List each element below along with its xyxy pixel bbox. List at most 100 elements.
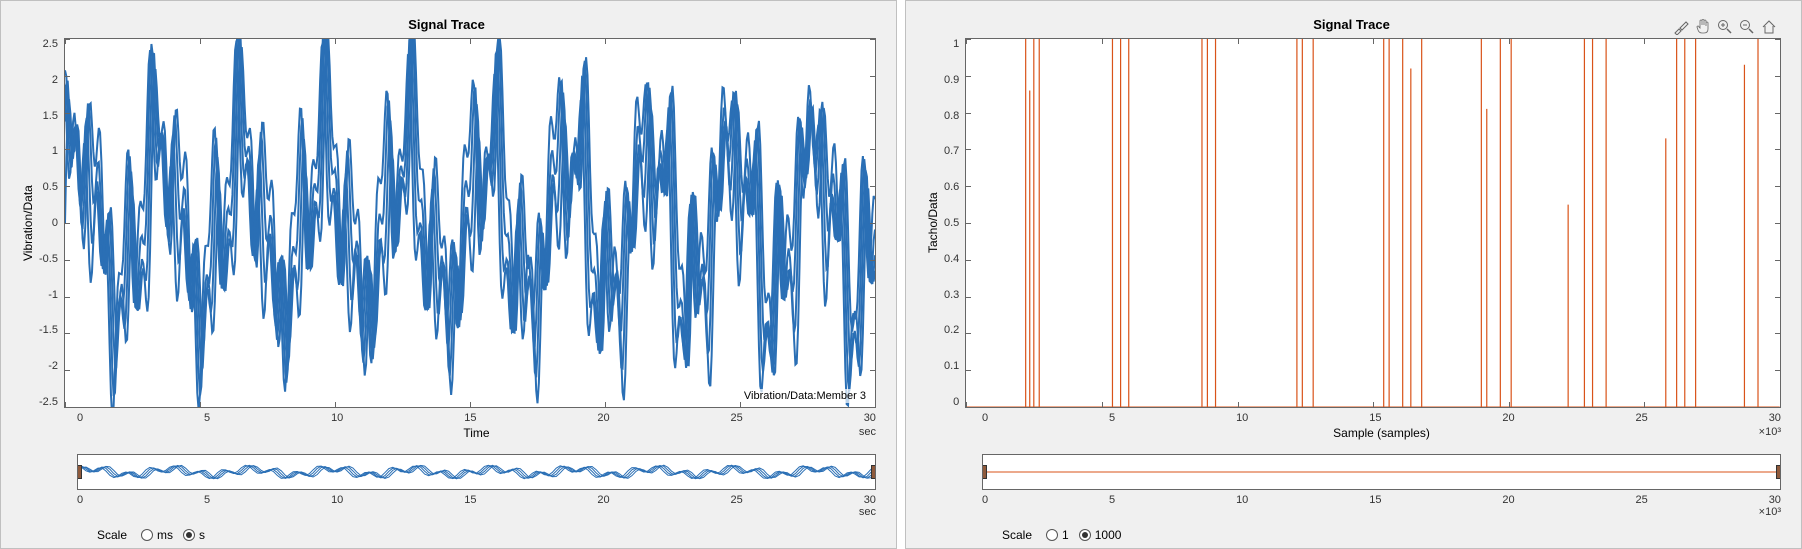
tick-label: 10 — [1236, 412, 1248, 424]
tick-label: 5 — [1109, 494, 1115, 506]
radio-label: s — [199, 528, 205, 542]
tick-label: 5 — [204, 412, 210, 424]
tick-label: -2.5 — [39, 396, 58, 408]
overview-plot[interactable] — [982, 454, 1781, 490]
right-panel: Signal Trace Tacho/Data 10.90.80.70.60.5… — [905, 0, 1802, 549]
overview-x-ticks: 0 5 10 15 20 25 30 — [77, 490, 876, 506]
scale-label: Scale — [1002, 528, 1032, 542]
overview-svg — [983, 455, 1780, 489]
y-axis-ticks: 2.521.510.50-0.5-1-1.5-2-2.5 — [39, 38, 64, 408]
scale-option-s[interactable]: s — [183, 528, 205, 542]
range-handle-right[interactable] — [1776, 465, 1781, 479]
tick-label: 20 — [597, 494, 609, 506]
radio-label: ms — [157, 528, 173, 542]
scale-option-1000[interactable]: 1000 — [1079, 528, 1122, 542]
series-annotation: Vibration/Data:Member 3 — [741, 389, 869, 403]
overview-plot[interactable] — [77, 454, 876, 490]
tick-label: 15 — [1369, 412, 1381, 424]
pan-icon[interactable] — [1695, 19, 1711, 35]
tick-label: -2 — [39, 360, 58, 372]
x-axis-label: Time sec — [77, 426, 876, 440]
tick-label: 0.8 — [944, 110, 959, 122]
tick-label: 0 — [944, 396, 959, 408]
overview-x-unit: sec — [77, 506, 876, 518]
tick-label: 25 — [731, 494, 743, 506]
line-chart-svg — [65, 39, 875, 407]
radio-label: 1 — [1062, 528, 1069, 542]
tick-label: 0.1 — [944, 360, 959, 372]
x-axis-ticks: 051015202530 — [982, 408, 1781, 424]
radio-label: 1000 — [1095, 528, 1122, 542]
scale-radio-group: 1 1000 — [1046, 528, 1121, 542]
scale-control: Scale ms s — [97, 528, 876, 542]
scale-option-1[interactable]: 1 — [1046, 528, 1069, 542]
y-axis-label: Tacho/Data — [922, 38, 944, 408]
plot-area[interactable]: Vibration/Data:Member 3 — [64, 38, 876, 408]
scale-radio-group: ms s — [141, 528, 205, 542]
tick-label: 0.9 — [944, 74, 959, 86]
tick-label: 10 — [331, 412, 343, 424]
y-axis-label: Vibration/Data — [17, 38, 39, 408]
overview-x-ticks: 0 5 10 15 20 25 30 — [982, 490, 1781, 506]
chart-area: Tacho/Data 1 0.9 0.8 0.7 0.6 0.5 0.4 0.3 0.2 0.1 0 — [922, 38, 1781, 408]
y-axis-ticks: 1 0.9 0.8 0.7 0.6 0.5 0.4 0.3 0.2 0.1 0 — [944, 38, 965, 408]
tick-label: 10 — [331, 494, 343, 506]
tick-label: 30 — [864, 412, 876, 424]
overview-panel: 0 5 10 15 20 25 30 ×10³ — [982, 454, 1781, 518]
tick-label: 1.5 — [39, 110, 58, 122]
tick-label: 25 — [1636, 494, 1648, 506]
tick-label: 1 — [39, 145, 58, 157]
x-axis-unit: ×10³ — [1759, 426, 1781, 438]
tick-label: 0.6 — [944, 181, 959, 193]
tick-label: 30 — [864, 494, 876, 506]
tick-label: -0.5 — [39, 253, 58, 265]
figure-toolbar — [1673, 19, 1777, 35]
overview-x-unit: ×10³ — [982, 506, 1781, 518]
tick-label: 5 — [204, 494, 210, 506]
plot-area[interactable] — [965, 38, 1781, 408]
tick-label: 0 — [77, 412, 83, 424]
tick-label: 1 — [944, 38, 959, 50]
left-panel: Signal Trace Vibration/Data 2.521.510.50… — [0, 0, 897, 549]
chart-title: Signal Trace — [17, 17, 876, 32]
home-icon[interactable] — [1761, 19, 1777, 35]
range-handle-left[interactable] — [77, 465, 82, 479]
x-axis-unit: sec — [859, 426, 876, 438]
tick-label: 0 — [77, 494, 83, 506]
tick-label: 25 — [731, 412, 743, 424]
tick-label: 0.3 — [944, 289, 959, 301]
zoom-out-icon[interactable] — [1739, 19, 1755, 35]
range-handle-left[interactable] — [982, 465, 987, 479]
tick-label: 20 — [1502, 494, 1514, 506]
tick-label: 0 — [982, 494, 988, 506]
tick-label: 2.5 — [39, 38, 58, 50]
x-axis-ticks: 0 5 10 15 20 25 30 — [77, 408, 876, 424]
tick-label: 0.5 — [944, 217, 959, 229]
tick-label: 15 — [464, 494, 476, 506]
impulse-chart-svg — [966, 39, 1780, 407]
scale-control: Scale 1 1000 — [1002, 528, 1781, 542]
tick-label: 0 — [39, 217, 58, 229]
tick-label: 25 — [1636, 412, 1648, 424]
tick-label: 0.2 — [944, 324, 959, 336]
range-handle-right[interactable] — [871, 465, 876, 479]
tick-label: 30 — [1769, 494, 1781, 506]
tick-label: 0 — [982, 412, 988, 424]
tick-label: 2 — [39, 74, 58, 86]
overview-svg — [78, 455, 875, 489]
brush-icon[interactable] — [1673, 19, 1689, 35]
chart-area: Vibration/Data 2.521.510.50-0.5-1-1.5-2-… — [17, 38, 876, 408]
tick-label: 15 — [464, 412, 476, 424]
tick-label: 0.7 — [944, 145, 959, 157]
tick-label: -1 — [39, 289, 58, 301]
scale-option-ms[interactable]: ms — [141, 528, 173, 542]
x-axis-label-text: Time — [463, 426, 489, 440]
tick-label: 30 — [1769, 412, 1781, 424]
tick-label: 10 — [1236, 494, 1248, 506]
tick-label: 20 — [597, 412, 609, 424]
x-axis-label: Sample (samples) ×10³ — [982, 426, 1781, 440]
scale-label: Scale — [97, 528, 127, 542]
zoom-in-icon[interactable] — [1717, 19, 1733, 35]
tick-label: 0.4 — [944, 253, 959, 265]
tick-label: 15 — [1369, 494, 1381, 506]
